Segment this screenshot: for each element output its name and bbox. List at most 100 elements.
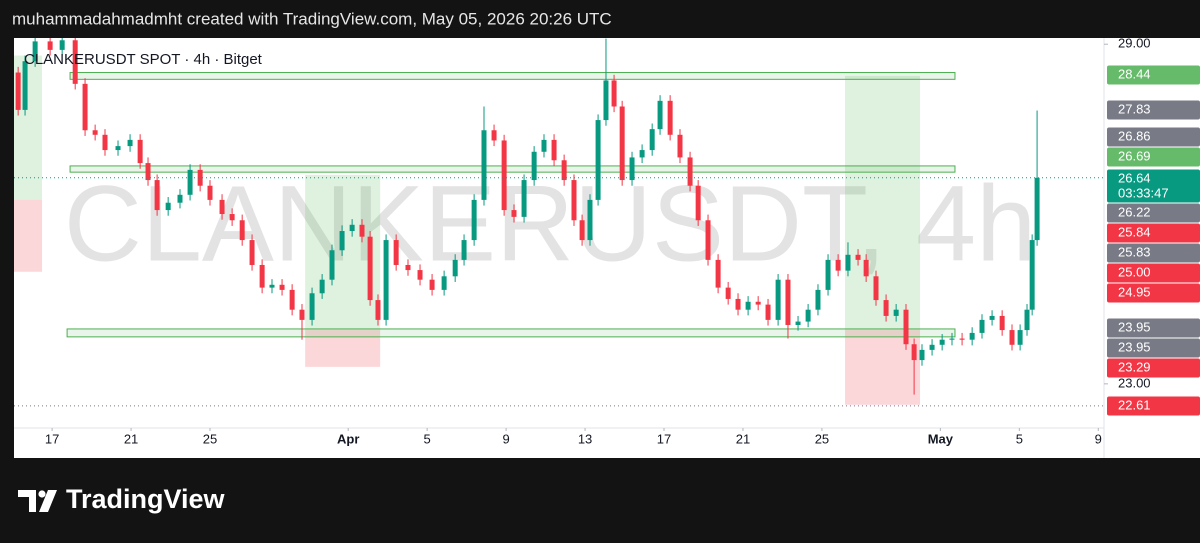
plot-area: CLANKERUSDT, 4h (14, 38, 1104, 407)
price-label-box (1107, 358, 1200, 378)
price-label-box (1107, 147, 1200, 167)
x-tick-label: 17 (45, 431, 59, 446)
candle-body (501, 140, 507, 211)
price-label-box (1107, 396, 1200, 416)
price-label-box (1107, 65, 1200, 85)
candle-body (949, 338, 955, 340)
candle-body (695, 185, 701, 221)
candle-body (1024, 309, 1030, 331)
candle-body (979, 319, 985, 333)
candle-body (745, 301, 751, 310)
candle-body (249, 240, 255, 265)
price-label: 26.64 (1118, 170, 1151, 185)
candle-body (893, 309, 899, 316)
candle-body (177, 194, 183, 203)
price-label: 26.86 (1118, 128, 1151, 143)
candle-body (929, 344, 935, 350)
candle-body (289, 289, 295, 310)
candle-body (903, 309, 909, 345)
candle-body (154, 180, 160, 211)
price-label-box (1107, 283, 1200, 303)
y-tick-label: 29.00 (1118, 36, 1151, 51)
candle-body (735, 298, 741, 310)
candle-body (639, 150, 645, 158)
candle-body (145, 163, 151, 181)
candle-body (571, 180, 577, 221)
candle-body (629, 157, 635, 181)
candle-body (775, 279, 781, 320)
candle-body (587, 199, 593, 241)
candle-body (279, 284, 285, 290)
candle-body (491, 130, 497, 141)
candle-body (375, 300, 381, 320)
price-label: 23.29 (1118, 359, 1151, 374)
tradingview-logo (18, 490, 57, 512)
x-tick-label: 5 (1016, 431, 1023, 446)
price-label: 22.61 (1118, 397, 1151, 412)
candle-body (259, 264, 265, 288)
price-label: 25.83 (1118, 244, 1151, 259)
y-tick-label: 23.00 (1118, 375, 1151, 390)
candle-body (677, 134, 683, 158)
x-tick-label: 21 (736, 431, 750, 446)
price-label: 27.83 (1118, 101, 1151, 116)
candle-body (405, 264, 411, 271)
candle-body (383, 240, 389, 320)
x-tick-label: 9 (1095, 431, 1102, 446)
x-tick-label: 25 (203, 431, 217, 446)
price-label-box (1107, 223, 1200, 243)
header-text: muhammadahmadmht created with TradingVie… (12, 9, 612, 28)
candle-body (845, 254, 851, 271)
candle-body (541, 139, 547, 152)
position-loss-zone (305, 330, 381, 367)
price-label: 28.44 (1118, 66, 1151, 81)
candle-body (481, 130, 487, 200)
candle-body (765, 304, 771, 320)
candle-body (207, 185, 213, 200)
watermark: CLANKERUSDT, 4h (64, 163, 1036, 284)
candle-body (619, 106, 625, 181)
candle-body (22, 61, 28, 110)
candle-body (187, 169, 193, 195)
candle-body (339, 231, 345, 251)
x-tick-label: May (928, 431, 954, 446)
candle-body (755, 301, 761, 305)
candle-body (551, 139, 557, 161)
candle-body (1029, 240, 1035, 310)
candle-body (1009, 330, 1015, 345)
footer-brand: TradingView (66, 484, 226, 514)
support-zone (69, 165, 956, 173)
price-label-box (1107, 263, 1200, 283)
candle-body (329, 250, 335, 280)
candle-body (197, 169, 203, 186)
candle-body (115, 146, 121, 151)
x-tick-label: 25 (815, 431, 829, 446)
candle-body (269, 284, 275, 288)
candle-body (969, 332, 975, 340)
candle-body (309, 293, 315, 320)
price-label-box (1107, 203, 1200, 223)
candle-body (349, 224, 355, 232)
candle-body (725, 287, 731, 299)
candle-body (393, 240, 399, 265)
candle-body (835, 259, 841, 271)
candle-body (815, 289, 821, 310)
candle-body (667, 100, 673, 135)
price-label-box (1107, 318, 1200, 338)
price-label-box (1107, 169, 1200, 203)
candle-body (919, 349, 925, 361)
candle-body (1034, 177, 1040, 241)
price-label: 25.00 (1118, 264, 1151, 279)
position-profit-zone (845, 75, 921, 331)
candle-body (825, 259, 831, 290)
price-label: 24.95 (1118, 284, 1151, 299)
candle-body (939, 339, 945, 345)
candle-body (561, 160, 567, 181)
candle-body (461, 240, 467, 260)
candle-body (417, 270, 423, 280)
price-label-box (1107, 243, 1200, 263)
candle-body (137, 139, 143, 164)
candle-body (452, 259, 458, 277)
candle-body (785, 279, 791, 325)
